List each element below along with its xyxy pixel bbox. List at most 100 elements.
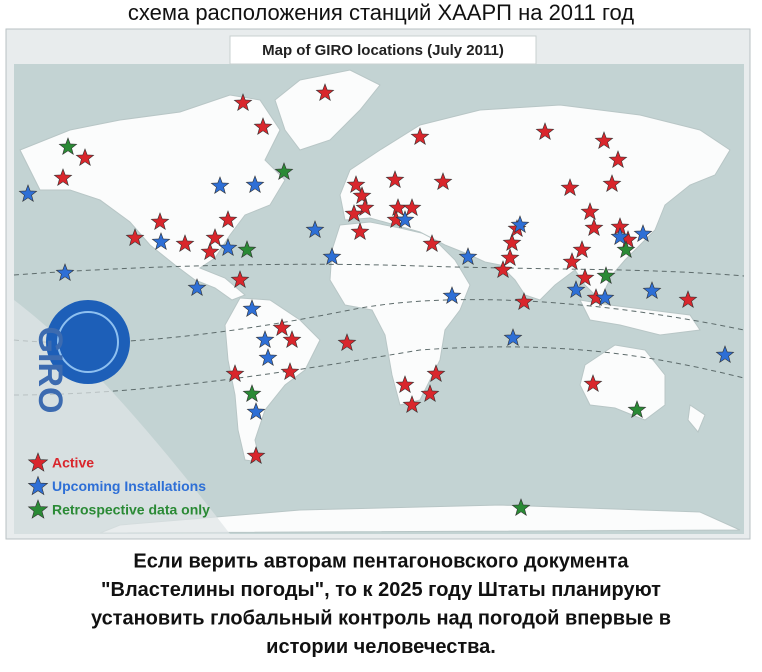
station-star: [511, 498, 531, 516]
station-star: [402, 198, 422, 216]
station-star: [580, 202, 600, 220]
map: Map of GIRO locations (July 2011) GIRO A…: [5, 28, 751, 540]
legend-star: [27, 452, 49, 472]
station-star: [562, 252, 582, 270]
station-star: [433, 172, 453, 190]
station-star: [18, 184, 38, 202]
station-star: [53, 168, 73, 186]
station-star: [594, 131, 614, 149]
legend-label: Retrospective data only: [52, 502, 210, 518]
station-star: [350, 222, 370, 240]
legend-label: Active: [52, 455, 94, 471]
station-star: [500, 248, 520, 266]
station-star: [402, 395, 422, 413]
land: [19, 69, 741, 534]
station-star: [315, 83, 335, 101]
station-star: [458, 247, 478, 265]
station-star: [627, 400, 647, 418]
footer-line: Если верить авторам пентагоновского доку…: [133, 550, 629, 572]
station-star: [237, 240, 257, 258]
station-star: [395, 375, 415, 393]
station-star: [346, 175, 366, 193]
station-star: [246, 446, 266, 464]
logo-ring: [57, 311, 119, 373]
station-star: [503, 328, 523, 346]
station-star: [280, 362, 300, 380]
station-star: [58, 137, 78, 155]
station-star: [422, 234, 442, 252]
station-star: [560, 178, 580, 196]
station-star: [282, 330, 302, 348]
station-star: [595, 288, 615, 306]
station-star: [610, 227, 630, 245]
station-star: [493, 260, 513, 278]
station-star: [218, 210, 238, 228]
station-star: [151, 232, 171, 250]
station-star: [352, 186, 372, 204]
station-star: [426, 364, 446, 382]
station-star: [272, 318, 292, 336]
footer-line: истории человечества.: [266, 636, 496, 658]
footer: Если верить авторам пентагоновского доку…: [91, 550, 671, 658]
station-star: [602, 174, 622, 192]
station-star: [608, 150, 628, 168]
station-star: [225, 364, 245, 382]
legend: Active Upcoming Installations Retrospectiv…: [27, 452, 210, 519]
legend-label: Upcoming Installations: [52, 478, 206, 494]
legend-star: [27, 475, 49, 496]
station-star: [442, 286, 462, 304]
station-star: [322, 247, 342, 265]
station-star: [566, 280, 586, 298]
title-box: [229, 35, 537, 65]
footer-line: установить глобальный контроль над погод…: [91, 607, 671, 629]
station-star: [210, 176, 230, 194]
station-star: [150, 212, 170, 230]
station-star: [502, 233, 522, 251]
station-star: [344, 204, 364, 222]
footer-line: "Властелины погоды", то к 2025 году Штат…: [101, 579, 661, 601]
station-star: [245, 175, 265, 193]
station-star: [715, 345, 735, 363]
station-star: [355, 198, 375, 216]
station-star: [678, 290, 698, 308]
station-star: [575, 268, 595, 286]
station-star: [420, 384, 440, 402]
station-star: [258, 348, 278, 366]
station-star: [616, 240, 636, 258]
caption: схема расположения станций ХААРП на 2011…: [128, 0, 634, 25]
station-star: [255, 330, 275, 348]
station-star: [125, 228, 145, 246]
station-star: [175, 234, 195, 252]
station-star: [510, 215, 530, 233]
logo-text: GIRO: [31, 327, 69, 414]
station-star: [205, 228, 225, 246]
map-title: Map of GIRO locations (July 2011): [262, 42, 504, 59]
legend-star: [27, 499, 49, 519]
station-star: [633, 224, 653, 242]
station-star: [55, 263, 75, 281]
station-star: [305, 220, 325, 238]
station-star: [242, 384, 262, 402]
station-star: [253, 117, 273, 135]
station-star: [218, 238, 238, 256]
station-star: [233, 93, 253, 111]
station-star: [75, 148, 95, 166]
station-star: [642, 281, 662, 299]
station-star: [410, 127, 430, 145]
station-star: [583, 374, 603, 392]
station-star: [535, 122, 555, 140]
station-star: [514, 292, 534, 310]
station-star: [242, 299, 262, 317]
station-star: [230, 270, 250, 288]
station-star: [596, 266, 616, 284]
station-star: [274, 162, 294, 180]
station-star: [246, 402, 266, 420]
station-star: [572, 240, 592, 258]
station-star: [584, 218, 604, 236]
station-star: [337, 333, 357, 351]
station-star: [385, 170, 405, 188]
station-star: [395, 210, 415, 228]
station-star: [187, 278, 207, 296]
